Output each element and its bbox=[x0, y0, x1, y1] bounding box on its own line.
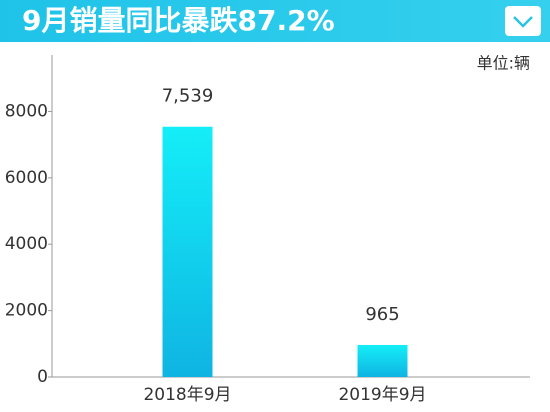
x-tick-label: 2019年9月 bbox=[338, 385, 426, 405]
y-tick-label: 2000 bbox=[5, 301, 48, 321]
chart-title: 9月销量同比暴跌87.2% bbox=[22, 4, 335, 37]
y-tick-label: 6000 bbox=[5, 168, 48, 188]
bar bbox=[357, 344, 408, 377]
value-label: 965 bbox=[365, 304, 399, 325]
y-tick-label: 0 bbox=[37, 367, 48, 387]
unit-label: 单位:辆 bbox=[477, 54, 530, 73]
y-tick-label: 8000 bbox=[5, 101, 48, 121]
x-tick-label: 2018年9月 bbox=[143, 385, 231, 405]
y-tick-label: 4000 bbox=[5, 234, 48, 254]
header-bar bbox=[0, 0, 550, 42]
collapse-button[interactable] bbox=[505, 6, 541, 36]
bar bbox=[162, 126, 213, 377]
value-label: 7,539 bbox=[162, 86, 214, 107]
